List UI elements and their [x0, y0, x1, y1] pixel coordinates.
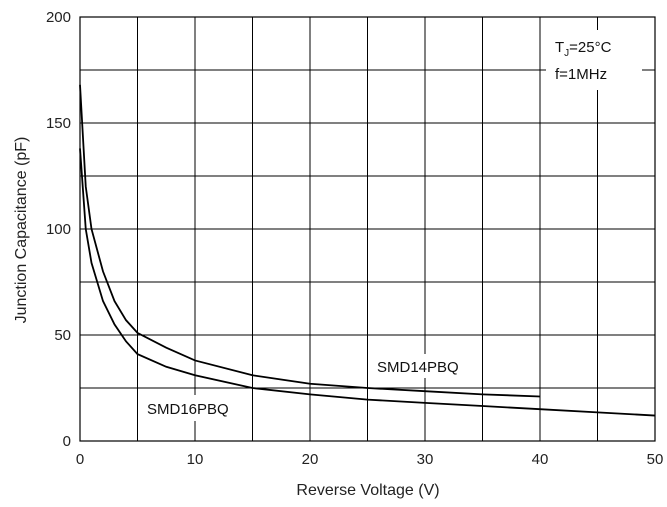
series-label-smd14pbq: SMD14PBQ: [377, 359, 459, 376]
x-tick-label: 20: [302, 451, 319, 468]
x-tick-label: 40: [532, 451, 549, 468]
condition-annotation-bg: [546, 30, 642, 90]
y-tick-label: 200: [46, 9, 71, 26]
tick-labels: 0 10 20 30 40 50 0 50 100 150 200: [46, 9, 663, 468]
x-tick-label: 10: [187, 451, 204, 468]
temperature-prefix: T: [555, 39, 564, 56]
y-tick-label: 50: [54, 327, 71, 344]
series-layer: [79, 84, 656, 417]
y-tick-label: 0: [63, 433, 71, 450]
series-line-smd14pbq: [79, 84, 541, 398]
series-label-bg-smd14pbq: [372, 354, 478, 378]
x-tick-label: 50: [647, 451, 664, 468]
series-label-bg-smd16pbq: [143, 395, 249, 421]
temperature-subscript: J: [564, 48, 569, 59]
series-line-smd16pbq: [79, 148, 656, 417]
temperature-value: =25°C: [569, 39, 611, 56]
y-axis-title: Junction Capacitance (pF): [13, 137, 30, 324]
y-tick-label: 150: [46, 115, 71, 132]
frequency-annotation: f=1MHz: [555, 66, 607, 83]
x-tick-label: 30: [417, 451, 434, 468]
plot-frame: [79, 16, 656, 442]
y-tick-label: 100: [46, 221, 71, 238]
x-axis-title: Reverse Voltage (V): [296, 482, 439, 499]
x-tick-label: 0: [76, 451, 84, 468]
temperature-annotation: TJ=25°C: [555, 39, 612, 59]
series-label-smd16pbq: SMD16PBQ: [147, 401, 229, 418]
